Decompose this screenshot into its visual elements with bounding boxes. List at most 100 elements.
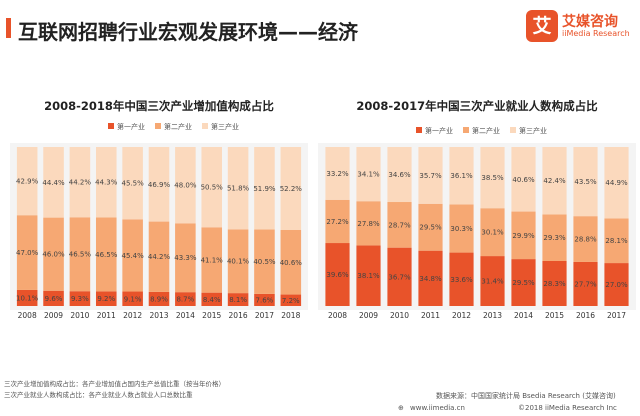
chart1-data-label-2010-s2: 46.5% bbox=[69, 251, 92, 259]
chart1-legend-swatch-1 bbox=[108, 123, 114, 129]
logo-name-en: iiMedia Research bbox=[562, 29, 630, 38]
chart2-bar-2008-s1 bbox=[325, 243, 350, 306]
chart1-bar-2012-s3 bbox=[122, 147, 143, 220]
chart1-data-label-2018-s2: 40.6% bbox=[280, 259, 303, 267]
chart2-title: 2008-2017年中国三次产业就业人数构成占比 bbox=[356, 99, 598, 113]
chart1-bar-2017-s3 bbox=[254, 147, 275, 230]
chart2-data-label-2017-s2: 28.1% bbox=[605, 237, 628, 245]
chart1-bar-2015-s2 bbox=[201, 227, 223, 293]
chart1-bar-2013-s3 bbox=[148, 147, 170, 222]
chart1-data-label-2009-s2: 46.0% bbox=[42, 251, 65, 259]
chart2-data-label-2012-s1: 33.6% bbox=[450, 276, 473, 284]
chart2-data-label-2014-s3: 40.6% bbox=[512, 176, 535, 184]
logo-name-cn: 艾媒咨询 bbox=[562, 14, 618, 30]
chart1-bar-2010-s1 bbox=[69, 291, 91, 306]
chart1-tick-2009: 2009 bbox=[44, 311, 63, 320]
chart1-bar-2009-s3 bbox=[43, 147, 64, 218]
chart1-legend-swatch-3 bbox=[202, 123, 208, 129]
chart2-bar-2015-s3 bbox=[542, 147, 567, 215]
chart1-data-label-2018-s1: 7.2% bbox=[282, 297, 300, 305]
chart2-bar-2016-s3 bbox=[573, 147, 598, 217]
chart2-data-label-2015-s2: 29.3% bbox=[543, 234, 566, 242]
chart2-data-label-2008-s1: 39.6% bbox=[326, 271, 349, 279]
chart1-data-label-2011-s3: 44.3% bbox=[95, 179, 118, 187]
chart1-data-label-2012-s1: 9.1% bbox=[124, 295, 142, 303]
chart1-data-label-2016-s3: 51.8% bbox=[227, 185, 250, 193]
chart1-bar-2009-s2 bbox=[43, 217, 64, 291]
chart1-data-label-2013-s2: 44.2% bbox=[148, 253, 171, 261]
chart1-data-label-2008-s2: 47.0% bbox=[16, 249, 39, 257]
chart1-bar-2012-s1 bbox=[122, 291, 143, 306]
chart2-data-label-2013-s3: 38.5% bbox=[481, 174, 504, 182]
chart1-legend-label-2: 第二产业 bbox=[164, 122, 192, 131]
chart2-data-label-2011-s2: 29.5% bbox=[419, 224, 442, 232]
copyright: ©2018 iiMedia Research Inc bbox=[518, 404, 617, 412]
chart1-data-label-2015-s2: 41.1% bbox=[201, 256, 224, 264]
source-note: 数据来源：中国国家统计局 Bsedia Research (艾媒咨询) bbox=[436, 392, 616, 400]
chart2-bar-2017-s2 bbox=[604, 218, 629, 264]
chart1-bar-2014-s1 bbox=[175, 292, 196, 306]
chart2-bar-2014-s3 bbox=[511, 147, 536, 212]
chart2-bar-2009-s3 bbox=[356, 147, 381, 202]
chart1-tick-2010: 2010 bbox=[70, 311, 89, 320]
chart2-data-label-2010-s1: 36.7% bbox=[388, 273, 411, 281]
footnote-2: 三次产业就业人数构成占比：各产业就业人数占就业人口总数比重 bbox=[4, 391, 193, 399]
chart1-data-label-2013-s3: 46.9% bbox=[148, 181, 171, 189]
chart1-data-label-2009-s3: 44.4% bbox=[42, 179, 65, 187]
page-title: 互联网招聘行业宏观发展环境——经济 bbox=[18, 20, 358, 44]
site-url: www.iimedia.cn bbox=[410, 404, 465, 412]
chart2-bar-2012-s2 bbox=[449, 204, 474, 253]
chart1-data-label-2010-s3: 44.2% bbox=[69, 179, 92, 187]
chart1-tick-2017: 2017 bbox=[255, 311, 274, 320]
chart2-bar-2014-s1 bbox=[511, 259, 536, 306]
chart2-data-label-2017-s3: 44.9% bbox=[605, 179, 628, 187]
chart2-data-label-2016-s2: 28.8% bbox=[574, 236, 597, 244]
chart1-bar-2012-s2 bbox=[122, 219, 143, 292]
chart2-bar-2011-s2 bbox=[418, 203, 443, 251]
chart2-tick-2009: 2009 bbox=[359, 311, 378, 320]
chart2-bar-2016-s1 bbox=[573, 261, 598, 306]
chart1-legend-label-1: 第一产业 bbox=[117, 122, 145, 131]
chart1-bar-2018-s1 bbox=[280, 294, 302, 306]
chart2-bar-2010-s2 bbox=[387, 202, 412, 248]
chart1-bar-2015-s1 bbox=[201, 292, 223, 306]
chart2-tick-2015: 2015 bbox=[545, 311, 564, 320]
chart1-title: 2008-2018年中国三次产业增加值构成占比 bbox=[44, 99, 274, 113]
chart2-legend-swatch-1 bbox=[416, 127, 422, 133]
chart1-bar-2016-s3 bbox=[227, 147, 249, 230]
chart2-data-label-2008-s2: 27.2% bbox=[326, 218, 349, 226]
chart2-data-label-2013-s1: 31.4% bbox=[481, 278, 504, 286]
chart2-data-label-2009-s2: 27.8% bbox=[357, 220, 380, 228]
chart1-bar-2010-s3 bbox=[69, 147, 91, 218]
chart2-legend-label-1: 第一产业 bbox=[425, 126, 453, 135]
chart2-bar-2008-s2 bbox=[325, 199, 350, 244]
chart2-data-label-2008-s3: 33.2% bbox=[326, 170, 349, 178]
chart2-tick-2008: 2008 bbox=[328, 311, 347, 320]
chart2-bar-2017-s3 bbox=[604, 147, 629, 219]
chart1-legend-swatch-2 bbox=[155, 123, 161, 129]
chart2-tick-2012: 2012 bbox=[452, 311, 471, 320]
chart2-bar-2013-s1 bbox=[480, 256, 505, 306]
chart1-data-label-2013-s1: 8.9% bbox=[150, 295, 168, 303]
chart2-bar-2011-s1 bbox=[418, 250, 443, 306]
chart1-data-label-2017-s3: 51.9% bbox=[253, 185, 276, 193]
chart1-data-label-2015-s3: 50.5% bbox=[201, 184, 224, 192]
chart1-data-label-2012-s2: 45.4% bbox=[122, 252, 145, 260]
chart1-bar-2013-s2 bbox=[148, 221, 170, 292]
chart2-data-label-2012-s2: 30.3% bbox=[450, 225, 473, 233]
chart1-tick-2012: 2012 bbox=[123, 311, 142, 320]
chart2-data-label-2011-s1: 34.8% bbox=[419, 275, 442, 283]
chart1-bar-2008-s1 bbox=[16, 289, 38, 306]
chart2-data-label-2016-s3: 43.5% bbox=[574, 178, 597, 186]
chart2-data-label-2012-s3: 36.1% bbox=[450, 172, 473, 180]
chart2-data-label-2010-s2: 28.7% bbox=[388, 221, 411, 229]
chart2-data-label-2013-s2: 30.1% bbox=[481, 229, 504, 237]
chart2-data-label-2011-s3: 35.7% bbox=[419, 172, 442, 180]
chart2-legend-label-3: 第三产业 bbox=[519, 126, 547, 135]
chart1-data-label-2011-s1: 9.2% bbox=[97, 295, 115, 303]
chart1-bar-2017-s1 bbox=[254, 293, 275, 306]
chart2-bar-2013-s2 bbox=[480, 208, 505, 257]
chart1-bar-2016-s1 bbox=[227, 293, 249, 306]
brand-logo: 艾 艾媒咨询 iiMedia Research bbox=[526, 10, 636, 44]
